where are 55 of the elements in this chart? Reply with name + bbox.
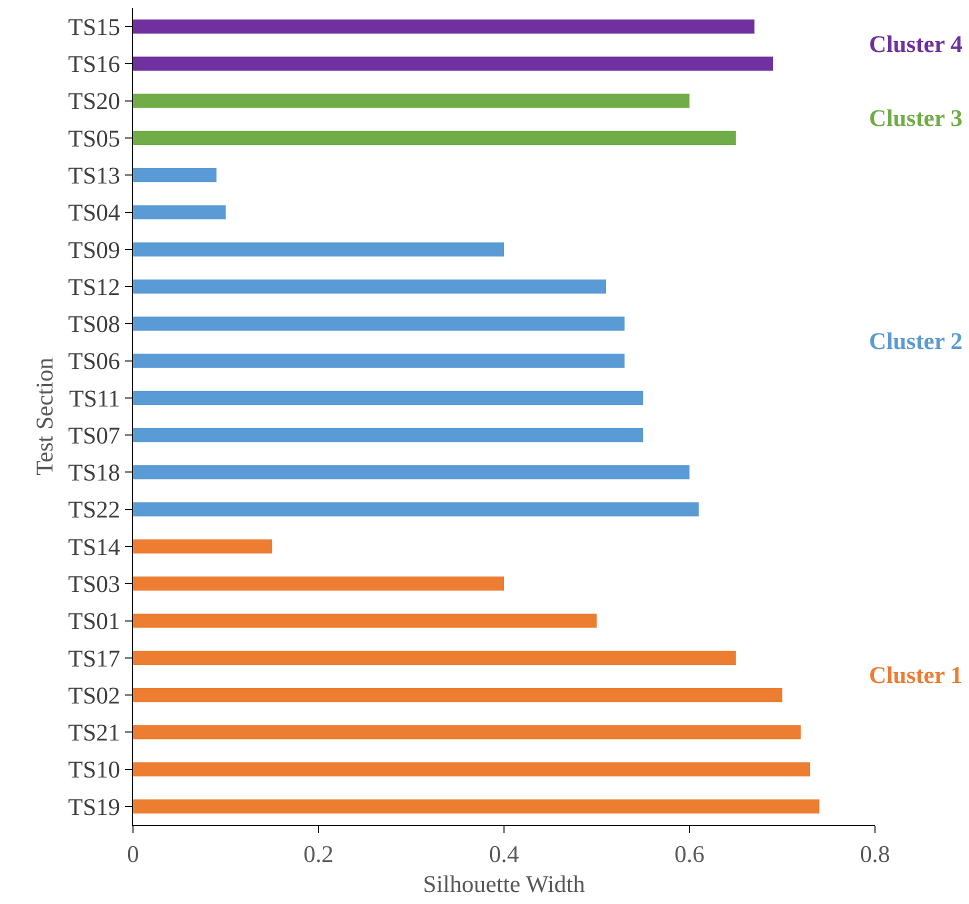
bar (133, 576, 504, 591)
y-tick-label: TS14 (68, 534, 120, 561)
y-tick-label: TS20 (68, 89, 120, 116)
y-tick-label: TS11 (69, 386, 120, 412)
y-tick-label: TS07 (68, 423, 120, 450)
bar (133, 354, 625, 368)
bar (133, 130, 736, 146)
bar (133, 502, 699, 516)
bar (133, 316, 625, 331)
y-tick-label: TS13 (68, 164, 120, 190)
y-tick-label: TS08 (68, 312, 120, 338)
bar (133, 56, 773, 71)
bar (133, 94, 690, 108)
bar (133, 242, 504, 256)
text: Cluster 1 (869, 663, 963, 689)
y-tick-label: TS01 (68, 609, 120, 636)
bar (133, 205, 226, 220)
y-tick-label: TS06 (68, 349, 120, 376)
bar (133, 799, 820, 814)
y-tick-label: TS17 (68, 646, 120, 672)
bar (133, 762, 810, 776)
bar (133, 465, 690, 480)
y-tick-label: TS19 (68, 794, 120, 821)
text: Cluster 2 (869, 329, 963, 355)
x-tick-label: 0.4 (489, 842, 519, 868)
bar (133, 688, 782, 702)
x-tick-label: 0.6 (674, 842, 704, 868)
y-tick-label: TS10 (68, 758, 120, 784)
bar (133, 725, 801, 740)
y-tick-label: TS16 (68, 52, 120, 78)
y-tick-label: TS03 (68, 572, 120, 598)
bar (133, 428, 644, 442)
y-tick-label: TS02 (68, 683, 120, 710)
bar (133, 650, 736, 665)
x-tick-label: 0 (127, 842, 139, 868)
bar (133, 539, 272, 554)
y-tick-label: TS15 (68, 14, 120, 41)
y-tick-label: TS05 (68, 126, 120, 152)
x-tick-label: 0.8 (860, 842, 890, 868)
y-tick-label: TS04 (68, 200, 120, 227)
text: Cluster 3 (869, 106, 963, 132)
bar (133, 279, 606, 294)
bar (133, 614, 597, 628)
y-tick-label: TS21 (68, 720, 120, 747)
y-tick-label: TS18 (68, 460, 120, 487)
bar (133, 20, 754, 34)
y-tick-label: TS09 (68, 238, 120, 264)
y-tick-label: TS22 (68, 498, 120, 524)
x-axis-title: Silhouette Width (423, 872, 585, 898)
y-axis-title: Test Section (32, 358, 58, 476)
text: Cluster 4 (869, 32, 963, 58)
x-tick-label: 0.2 (304, 842, 334, 868)
bar (133, 390, 644, 405)
bar (133, 168, 216, 182)
y-tick-label: TS12 (68, 274, 120, 301)
